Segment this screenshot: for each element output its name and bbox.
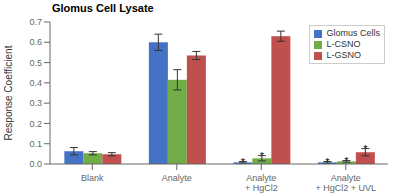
svg-text:0.3: 0.3: [29, 98, 42, 108]
svg-text:Analyte: Analyte: [162, 173, 192, 183]
svg-text:0.6: 0.6: [29, 37, 42, 47]
svg-text:0.0: 0.0: [29, 159, 42, 169]
svg-text:0.5: 0.5: [29, 58, 42, 68]
svg-text:Analyte+ HgCl2: Analyte+ HgCl2: [245, 173, 278, 193]
html-text:L-CSNO: L-CSNO: [326, 39, 361, 49]
html-text:Glomus Cell Lysate: Glomus Cell Lysate: [52, 2, 154, 14]
svg-text:Analyte+ HgCl2 + UVL: Analyte+ HgCl2 + UVL: [315, 173, 376, 193]
svg-text:0.2: 0.2: [29, 119, 42, 129]
svg-text:0.1: 0.1: [29, 139, 42, 149]
svg-text:Blank: Blank: [81, 173, 104, 183]
html-text:Glomus Cells: Glomus Cells: [326, 28, 380, 38]
svg-text:0.4: 0.4: [29, 78, 42, 88]
svg-text:Response Coefficient: Response Coefficient: [8, 45, 14, 140]
svg-text:0.7: 0.7: [29, 17, 42, 27]
html-text:L-GSNO: L-GSNO: [326, 50, 361, 60]
